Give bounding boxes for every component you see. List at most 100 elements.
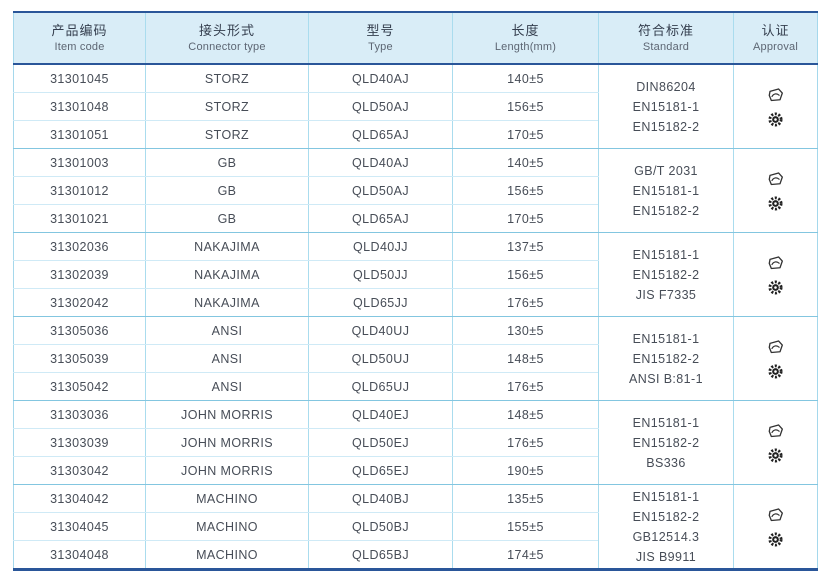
connector-type-cell: NAKAJIMA bbox=[145, 260, 309, 289]
standard-line: BS336 bbox=[646, 455, 686, 470]
length-cell: 140±5 bbox=[452, 64, 599, 93]
length-cell: 148±5 bbox=[452, 400, 599, 429]
approval-cell bbox=[733, 64, 818, 149]
standard-line: EN15182-2 bbox=[632, 435, 700, 450]
table-header: 产品编码 Item code 接头形式 Connector type 型号 Ty… bbox=[13, 12, 818, 65]
item-code-cell: 31304042 bbox=[13, 484, 146, 513]
connector-type-cell: GB bbox=[145, 176, 309, 205]
table-row: 31304048 MACHINO QLD65BJ 174±5 bbox=[13, 540, 818, 570]
length-cell: 174±5 bbox=[452, 540, 599, 570]
connector-type-cell: NAKAJIMA bbox=[145, 232, 309, 261]
connector-type-cell: MACHINO bbox=[145, 540, 309, 570]
table-row: 31303039 JOHN MORRIS QLD50EJ 176±5 bbox=[13, 428, 818, 457]
length-cell: 170±5 bbox=[452, 204, 599, 233]
type-approval-badge-icon bbox=[768, 507, 783, 521]
approval-cell bbox=[733, 484, 818, 570]
item-code-cell: 31302036 bbox=[13, 232, 146, 261]
header-standard-en: Standard bbox=[642, 40, 690, 53]
standards-cell: EN15181-1 EN15182-2 ANSI B:81-1 bbox=[598, 316, 734, 401]
item-code-cell: 31305039 bbox=[13, 344, 146, 373]
header-connector-type-zh: 接头形式 bbox=[198, 22, 255, 38]
connector-type-cell: STORZ bbox=[145, 92, 309, 121]
length-cell: 176±5 bbox=[452, 428, 599, 457]
connector-type-cell: ANSI bbox=[145, 344, 309, 373]
model-type-cell: QLD65UJ bbox=[308, 372, 453, 401]
header-standard: 符合标准 Standard bbox=[598, 12, 734, 65]
length-cell: 170±5 bbox=[452, 120, 599, 149]
standard-line: EN15181-1 bbox=[632, 489, 700, 504]
header-connector-type-en: Connector type bbox=[188, 40, 266, 53]
approval-cell bbox=[733, 232, 818, 317]
standard-line: EN15182-2 bbox=[632, 351, 700, 366]
table-body: 31301045 STORZ QLD40AJ 140±5 DIN86204 EN15181… bbox=[13, 64, 818, 570]
table-row: 31301003 GB QLD40AJ 140±5 GB/T 2031 EN15181-1… bbox=[13, 148, 818, 233]
table-row: 31305039 ANSI QLD50UJ 148±5 bbox=[13, 344, 818, 373]
table-row: 31304045 MACHINO QLD50BJ 155±5 bbox=[13, 512, 818, 541]
type-approval-badge-icon bbox=[768, 339, 783, 353]
type-approval-badge-icon bbox=[768, 423, 783, 437]
connector-type-cell: STORZ bbox=[145, 120, 309, 149]
type-approval-badge-icon bbox=[768, 171, 783, 185]
item-code-cell: 31301051 bbox=[13, 120, 146, 149]
header-type: 型号 Type bbox=[308, 12, 453, 65]
table-row: 31303042 JOHN MORRIS QLD65EJ 190±5 bbox=[13, 456, 818, 485]
model-type-cell: QLD50EJ bbox=[308, 428, 453, 457]
certification-gear-icon bbox=[768, 531, 783, 547]
connector-type-cell: STORZ bbox=[145, 64, 309, 93]
standards-cell: EN15181-1 EN15182-2 GB12514.3 JIS B9911 bbox=[598, 484, 734, 570]
item-code-cell: 31303042 bbox=[13, 456, 146, 485]
approval-icon-stack bbox=[736, 87, 815, 127]
certification-gear-icon bbox=[768, 447, 783, 463]
header-length: 长度 Length(mm) bbox=[452, 12, 599, 65]
connector-type-cell: NAKAJIMA bbox=[145, 288, 309, 317]
model-type-cell: QLD65JJ bbox=[308, 288, 453, 317]
header-connector-type: 接头形式 Connector type bbox=[145, 12, 309, 65]
header-length-zh: 长度 bbox=[511, 22, 540, 38]
table-row: 31304042 MACHINO QLD40BJ 135±5 EN15181-1 EN15… bbox=[13, 484, 818, 570]
connector-type-cell: ANSI bbox=[145, 316, 309, 345]
length-cell: 148±5 bbox=[452, 344, 599, 373]
standards-cell: GB/T 2031 EN15181-1 EN15182-2 bbox=[598, 148, 734, 233]
standard-line: EN15182-2 bbox=[632, 267, 700, 282]
length-cell: 130±5 bbox=[452, 316, 599, 345]
standards-cell: EN15181-1 EN15182-2 JIS F7335 bbox=[598, 232, 734, 317]
connector-type-cell: MACHINO bbox=[145, 512, 309, 541]
model-type-cell: QLD40EJ bbox=[308, 400, 453, 429]
table-row: 31301012 GB QLD50AJ 156±5 bbox=[13, 176, 818, 205]
standard-line: EN15181-1 bbox=[632, 331, 700, 346]
standard-line: EN15181-1 bbox=[632, 247, 700, 262]
standard-line: EN15182-2 bbox=[632, 119, 700, 134]
model-type-cell: QLD40UJ bbox=[308, 316, 453, 345]
approval-icon-stack bbox=[736, 255, 815, 295]
length-cell: 156±5 bbox=[452, 260, 599, 289]
approval-icon-stack bbox=[736, 171, 815, 211]
table-row: 31302036 NAKAJIMA QLD40JJ 137±5 EN15181-1 EN1… bbox=[13, 232, 818, 317]
model-type-cell: QLD65AJ bbox=[308, 204, 453, 233]
approval-cell bbox=[733, 400, 818, 485]
length-cell: 140±5 bbox=[452, 148, 599, 177]
connector-type-cell: ANSI bbox=[145, 372, 309, 401]
item-code-cell: 31303036 bbox=[13, 400, 146, 429]
header-approval-en: Approval bbox=[752, 40, 798, 53]
model-type-cell: QLD40AJ bbox=[308, 64, 453, 93]
standard-line: ANSI B:81-1 bbox=[629, 371, 703, 386]
header-length-en: Length(mm) bbox=[494, 40, 557, 53]
length-cell: 137±5 bbox=[452, 232, 599, 261]
approval-cell bbox=[733, 148, 818, 233]
standard-line: EN15182-2 bbox=[632, 203, 700, 218]
item-code-cell: 31305042 bbox=[13, 372, 146, 401]
standards-cell: EN15181-1 EN15182-2 BS336 bbox=[598, 400, 734, 485]
product-spec-table: 产品编码 Item code 接头形式 Connector type 型号 Ty… bbox=[13, 11, 818, 571]
header-item-code: 产品编码 Item code bbox=[13, 12, 146, 65]
item-code-cell: 31301045 bbox=[13, 64, 146, 93]
standards-cell: DIN86204 EN15181-1 EN15182-2 bbox=[598, 64, 734, 149]
model-type-cell: QLD40AJ bbox=[308, 148, 453, 177]
type-approval-badge-icon bbox=[768, 87, 783, 101]
length-cell: 135±5 bbox=[452, 484, 599, 513]
certification-gear-icon bbox=[768, 195, 783, 211]
table-row: 31302039 NAKAJIMA QLD50JJ 156±5 bbox=[13, 260, 818, 289]
table-row: 31302042 NAKAJIMA QLD65JJ 176±5 bbox=[13, 288, 818, 317]
length-cell: 176±5 bbox=[452, 288, 599, 317]
table-row: 31303036 JOHN MORRIS QLD40EJ 148±5 EN15181-1… bbox=[13, 400, 818, 485]
certification-gear-icon bbox=[768, 363, 783, 379]
